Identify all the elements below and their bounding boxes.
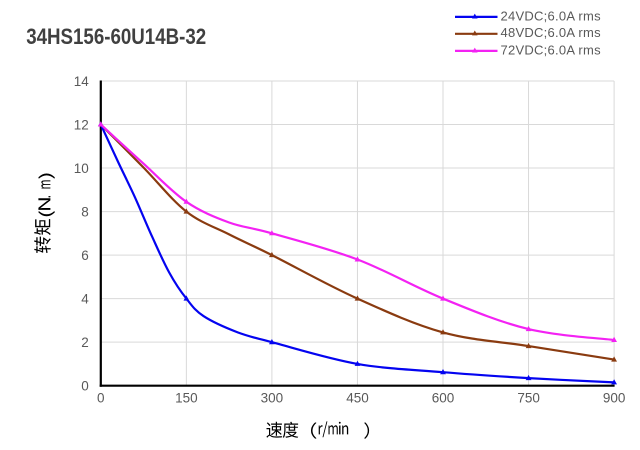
svg-text:2: 2 bbox=[81, 335, 89, 350]
svg-text:900: 900 bbox=[603, 391, 626, 406]
svg-text:750: 750 bbox=[517, 391, 540, 406]
svg-text:24VDC;6.0A rms: 24VDC;6.0A rms bbox=[501, 8, 602, 23]
svg-text:10: 10 bbox=[74, 161, 89, 176]
svg-text:34HS156-60U14B-32: 34HS156-60U14B-32 bbox=[26, 24, 206, 49]
svg-text:300: 300 bbox=[261, 391, 284, 406]
svg-text:4: 4 bbox=[81, 292, 89, 307]
svg-text:12: 12 bbox=[74, 117, 89, 132]
svg-text:48VDC;6.0A rms: 48VDC;6.0A rms bbox=[501, 25, 602, 40]
svg-text:6: 6 bbox=[81, 248, 89, 263]
svg-text:0: 0 bbox=[81, 379, 89, 394]
svg-text:600: 600 bbox=[432, 391, 455, 406]
svg-text:8: 8 bbox=[81, 205, 89, 220]
svg-text:0: 0 bbox=[97, 391, 105, 406]
svg-text:150: 150 bbox=[175, 391, 198, 406]
svg-text:14: 14 bbox=[74, 74, 90, 89]
svg-text:72VDC;6.0A rms: 72VDC;6.0A rms bbox=[501, 42, 602, 57]
svg-text:450: 450 bbox=[346, 391, 369, 406]
